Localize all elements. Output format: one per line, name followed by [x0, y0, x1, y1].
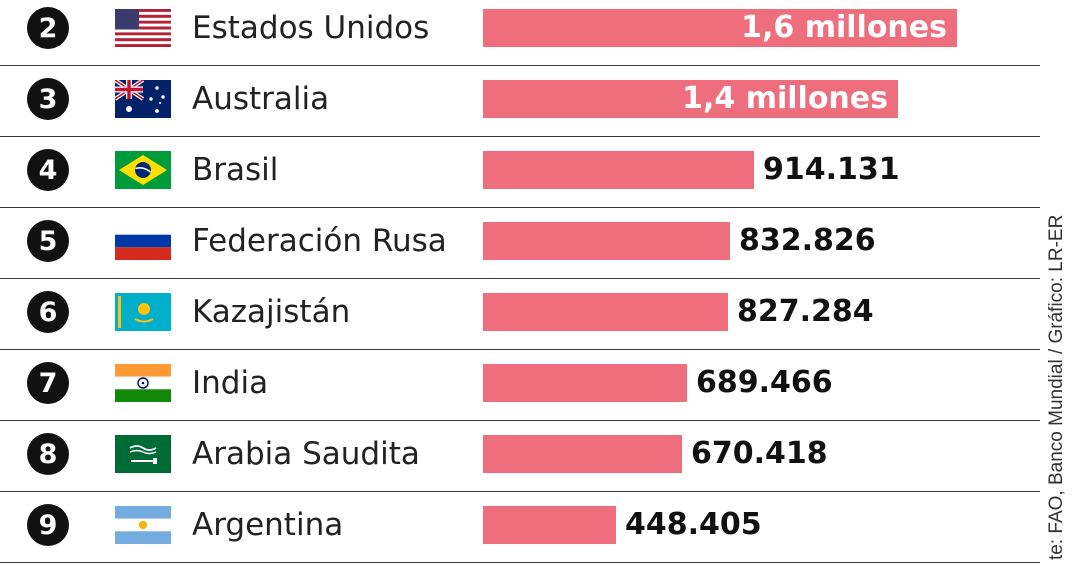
rank-badge: 6 [27, 291, 69, 333]
country-label: India [192, 365, 269, 401]
country-label: Argentina [192, 507, 344, 543]
row-divider [0, 136, 1040, 137]
data-label: 448.405 [625, 507, 762, 542]
row-divider [0, 207, 1040, 208]
flag-kazakhstan-icon [115, 293, 171, 331]
flag-india-icon [115, 364, 171, 402]
rank-badge: 7 [27, 362, 69, 404]
row-divider [0, 65, 1040, 66]
bar [483, 506, 616, 544]
table-row: 7 India 689.466 [0, 349, 1040, 420]
flag-saudi-arabia-icon [115, 435, 171, 473]
data-label: 914.131 [763, 152, 900, 187]
table-row: 9 Argentina 448.405 [0, 491, 1040, 562]
data-label: 832.826 [739, 223, 876, 258]
rank-badge: 4 [27, 149, 69, 191]
bar [483, 80, 898, 118]
country-label: Arabia Saudita [192, 436, 420, 472]
data-label: 670.418 [691, 436, 828, 471]
data-label: 1,4 millones [682, 81, 888, 116]
table-row: 3 Australia 1,4 millones [0, 65, 1040, 136]
table-row: 6 Kazajistán 827.284 [0, 278, 1040, 349]
flag-brazil-icon [115, 151, 171, 189]
source-note: te: FAO, Banco Mundial / Gráfico: LR-ER [1046, 214, 1067, 560]
rank-badge: 3 [27, 78, 69, 120]
rank-badge: 5 [27, 220, 69, 262]
flag-australia-icon [115, 80, 171, 118]
table-row: 2 Estados Unidos 1,6 millones [0, 0, 1040, 65]
data-label: 827.284 [737, 294, 874, 329]
row-divider [0, 278, 1040, 279]
bar [483, 151, 754, 189]
row-divider [0, 491, 1040, 492]
country-label: Australia [192, 81, 330, 117]
country-label: Estados Unidos [192, 10, 430, 46]
country-label: Federación Rusa [192, 223, 447, 259]
data-label: 1,6 millones [741, 10, 947, 45]
table-row: 8 Arabia Saudita 670.418 [0, 420, 1040, 491]
bar [483, 364, 687, 402]
bar [483, 293, 728, 331]
country-label: Kazajistán [192, 294, 351, 330]
row-divider [0, 420, 1040, 421]
rank-badge: 2 [27, 7, 69, 49]
bar [483, 435, 682, 473]
row-divider [0, 562, 1040, 563]
flag-argentina-icon [115, 506, 171, 544]
bar [483, 222, 730, 260]
flag-russia-icon [115, 222, 171, 260]
data-label: 689.466 [696, 365, 833, 400]
table-row: 4 Brasil 914.131 [0, 136, 1040, 207]
flag-usa-icon [115, 9, 171, 47]
country-label: Brasil [192, 152, 279, 188]
row-divider [0, 349, 1040, 350]
table-row: 5 Federación Rusa 832.826 [0, 207, 1040, 278]
rank-badge: 8 [27, 433, 69, 475]
bar [483, 9, 957, 47]
rank-badge: 9 [27, 504, 69, 546]
